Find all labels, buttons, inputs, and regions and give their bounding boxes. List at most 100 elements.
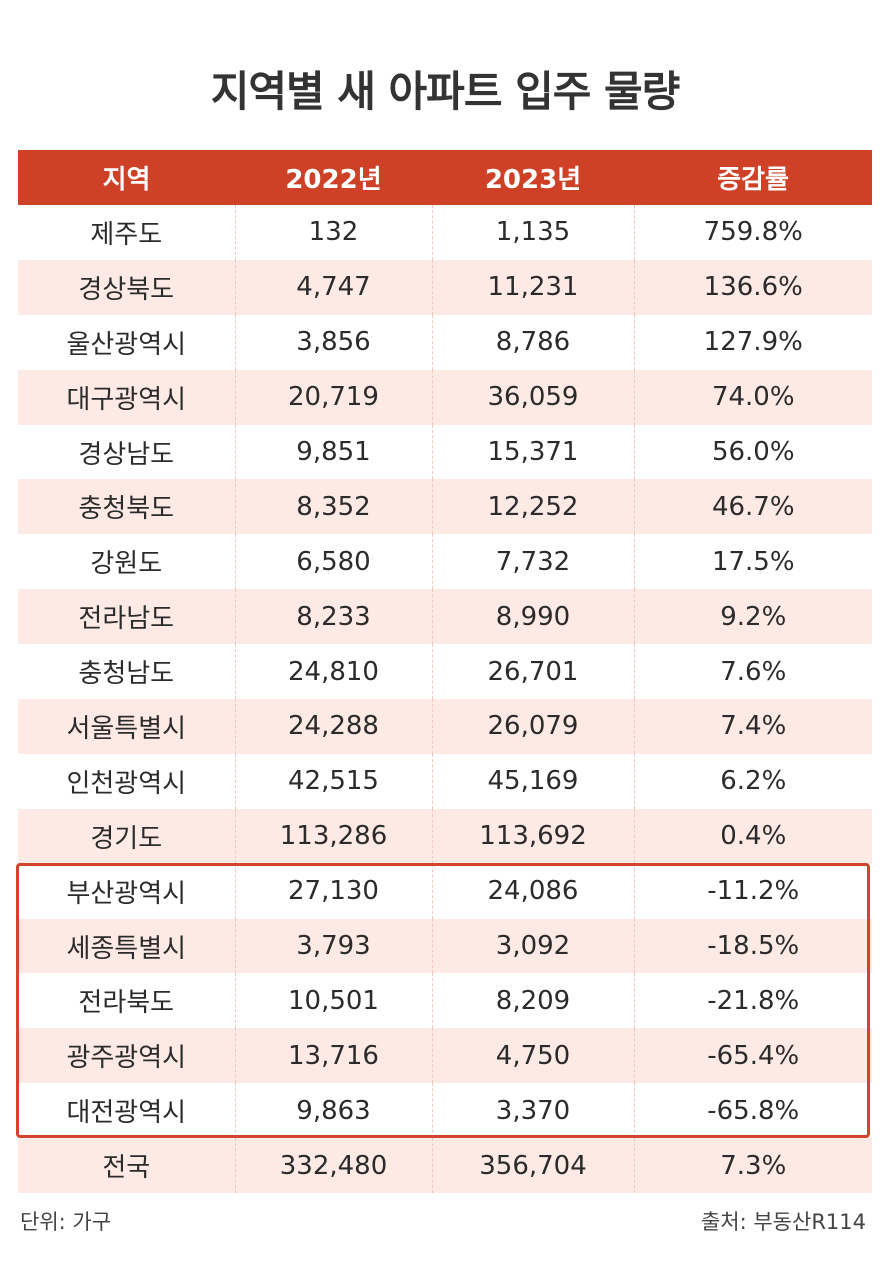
value-2023-cell: 3,370: [432, 1083, 635, 1139]
table-row: 울산광역시 3,856 8,786 127.9%: [18, 314, 872, 370]
value-2023-cell: 113,692: [432, 808, 635, 864]
value-2023-cell: 7,732: [432, 534, 635, 590]
value-2023-cell: 12,252: [432, 479, 635, 535]
value-2023-cell: 11,231: [432, 259, 635, 315]
value-2022-cell: 13,716: [235, 1028, 433, 1084]
table-row: 충청북도 8,352 12,252 46.7%: [18, 479, 872, 535]
value-2023-cell: 8,990: [432, 589, 635, 645]
table-row: 인천광역시 42,515 45,169 6.2%: [18, 753, 872, 809]
value-2022-cell: 27,130: [235, 863, 433, 919]
region-cell: 경상남도: [18, 424, 236, 480]
region-cell: 부산광역시: [18, 863, 236, 919]
table-row: 대전광역시 9,863 3,370 -65.8%: [18, 1083, 872, 1139]
change-rate-cell: -18.5%: [634, 918, 872, 974]
region-cell: 세종특별시: [18, 918, 236, 974]
change-rate-cell: 17.5%: [711, 546, 795, 577]
region-cell: 대구광역시: [18, 369, 236, 425]
value-2023-cell: 8,209: [432, 973, 635, 1029]
table-body: 제주도 132 1,135 759.8% 경상북도 4,747 11,231 136.6% 울산…: [18, 205, 872, 1194]
region-cell: 전라북도: [18, 973, 236, 1029]
change-rate-cell: 7.4%: [634, 699, 872, 754]
value-2023-cell: 36,059: [432, 369, 635, 425]
column-header-change-rate: 증감률: [634, 150, 872, 205]
value-2022-cell: 132: [235, 205, 433, 260]
change-rate-cell: 7.3%: [634, 1138, 872, 1194]
change-rate-cell: -65.8%: [707, 1095, 800, 1126]
value-2022-cell: 10,501: [235, 973, 433, 1029]
change-rate-cell: 56.0%: [711, 437, 795, 467]
region-cell: 대전광역시: [18, 1083, 236, 1139]
change-rate-cell: 759.8%: [703, 217, 803, 248]
value-2023-cell: 4,750: [432, 1028, 635, 1084]
column-header-region: 지역: [18, 150, 235, 205]
value-2022-cell: 3,856: [235, 314, 433, 370]
change-rate-cell: -21.8%: [707, 985, 800, 1016]
table-row: 강원도 6,580 7,732 17.5%: [18, 534, 872, 590]
table-row: 전국 332,480 356,704 7.3%: [18, 1138, 872, 1194]
unit-note: 단위: 가구: [20, 1210, 112, 1234]
value-2023-cell: 8,786: [432, 314, 635, 370]
data-table: 지역 2022년 2023년 증감률 제주도 132 1,135 759.8% 경상북도…: [18, 150, 872, 1194]
change-rate-cell: -11.2%: [707, 876, 800, 907]
table-row: 서울특별시 24,288 26,079 7.4%: [18, 699, 872, 754]
change-rate-cell: 7.6%: [720, 656, 787, 687]
table-row: 경기도 113,286 113,692 0.4%: [18, 808, 872, 864]
region-cell: 인천광역시: [18, 753, 236, 809]
table-row: 경상북도 4,747 11,231 136.6%: [18, 259, 872, 315]
change-rate-cell: 127.9%: [703, 327, 803, 358]
change-rate-cell: 74.0%: [634, 369, 872, 425]
column-header-2022: 2022년: [235, 150, 432, 205]
region-cell: 제주도: [18, 205, 236, 260]
change-rate-cell: 136.6%: [634, 259, 872, 315]
region-cell: 충청남도: [18, 644, 236, 700]
table-row: 전라북도 10,501 8,209 -21.8%: [18, 973, 872, 1029]
table-row: 경상남도 9,851 15,371 56.0%: [18, 424, 872, 480]
change-rate-cell: 0.4%: [634, 808, 872, 864]
value-2023-cell: 26,701: [432, 644, 635, 700]
table-row: 세종특별시 3,793 3,092 -18.5%: [18, 918, 872, 974]
value-2022-cell: 20,719: [235, 369, 433, 425]
value-2022-cell: 42,515: [235, 753, 433, 809]
region-cell: 전국: [18, 1138, 236, 1194]
value-2023-cell: 26,079: [432, 699, 635, 754]
change-rate-cell: 46.7%: [634, 479, 872, 535]
value-2022-cell: 24,288: [235, 699, 433, 754]
region-cell: 경기도: [18, 808, 236, 864]
table-row: 전라남도 8,233 8,990 9.2%: [18, 589, 872, 645]
table-row: 충청남도 24,810 26,701 7.6%: [18, 644, 872, 700]
region-cell: 경상북도: [18, 259, 236, 315]
value-2023-cell: 356,704: [432, 1138, 635, 1194]
column-header-2023: 2023년: [432, 150, 634, 205]
value-2023-cell: 24,086: [432, 863, 635, 919]
value-2022-cell: 332,480: [235, 1138, 433, 1194]
table-header-row: 지역 2022년 2023년 증감률: [18, 150, 872, 205]
value-2022-cell: 8,352: [235, 479, 433, 535]
value-2023-cell: 1,135: [432, 205, 635, 260]
value-2022-cell: 113,286: [235, 808, 433, 864]
table-row: 대구광역시 20,719 36,059 74.0%: [18, 369, 872, 425]
region-cell: 울산광역시: [18, 314, 236, 370]
value-2022-cell: 3,793: [235, 918, 433, 974]
chart-title: 지역별 새 아파트 입주 물량: [210, 67, 681, 116]
value-2023-cell: 45,169: [432, 753, 635, 809]
value-2023-cell: 3,092: [432, 918, 635, 974]
table-row: 광주광역시 13,716 4,750 -65.4%: [18, 1028, 872, 1084]
region-cell: 강원도: [18, 534, 236, 590]
change-rate-cell: -65.4%: [634, 1028, 872, 1084]
region-cell: 서울특별시: [18, 699, 236, 754]
value-2022-cell: 9,863: [235, 1083, 433, 1139]
table-row: 부산광역시 27,130 24,086 -11.2%: [18, 863, 872, 919]
value-2022-cell: 24,810: [235, 644, 433, 700]
value-2023-cell: 15,371: [432, 424, 635, 480]
change-rate-cell: 9.2%: [634, 589, 872, 645]
value-2022-cell: 4,747: [235, 259, 433, 315]
region-cell: 충청북도: [18, 479, 236, 535]
value-2022-cell: 6,580: [235, 534, 433, 590]
table-row: 제주도 132 1,135 759.8%: [18, 205, 872, 260]
region-cell: 광주광역시: [18, 1028, 236, 1084]
value-2022-cell: 9,851: [235, 424, 433, 480]
region-cell: 전라남도: [18, 589, 236, 645]
value-2022-cell: 8,233: [235, 589, 433, 645]
source-note: 출처: 부동산R114: [700, 1210, 866, 1234]
change-rate-cell: 6.2%: [720, 766, 787, 797]
